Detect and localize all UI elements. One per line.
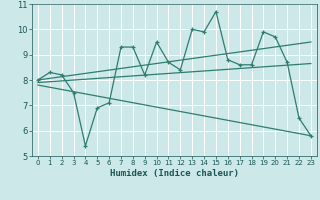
X-axis label: Humidex (Indice chaleur): Humidex (Indice chaleur) [110,169,239,178]
